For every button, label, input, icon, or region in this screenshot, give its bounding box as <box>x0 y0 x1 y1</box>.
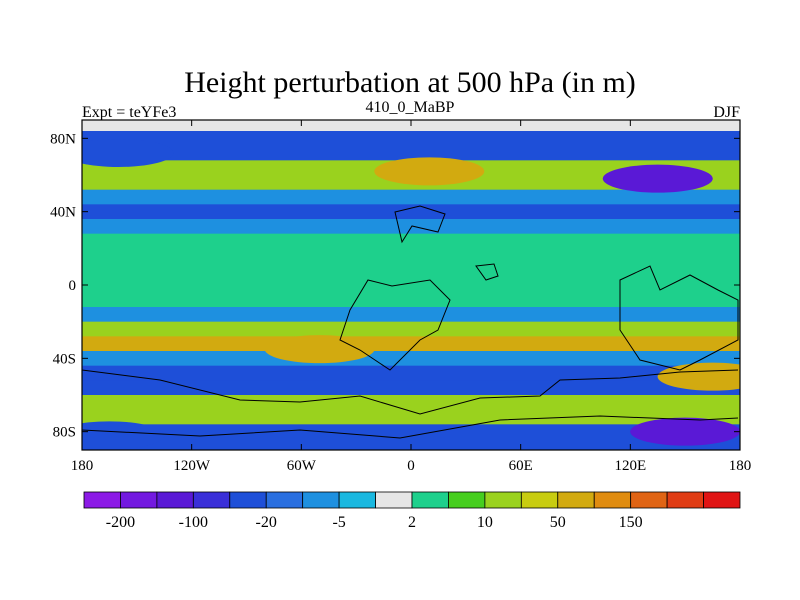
contour-band-18 <box>82 395 740 411</box>
colorbar-box-17 <box>703 491 741 509</box>
coastline-south <box>82 369 739 415</box>
colorbar-label-6: 50 <box>550 514 566 531</box>
contour-band-0 <box>82 131 740 147</box>
contour-band-17 <box>82 380 740 396</box>
contour-band-5 <box>82 204 740 220</box>
contour-band-7 <box>82 233 740 249</box>
colorbar-label-0: -200 <box>106 514 135 531</box>
colorbar-box-11 <box>484 491 522 509</box>
contour-band-11 <box>82 292 740 308</box>
contour-features <box>82 139 740 450</box>
polar-south-minimum <box>82 421 165 450</box>
colorbar-box-7 <box>338 491 376 509</box>
contour-band-14 <box>82 336 740 352</box>
colorbar: -200 -100 -20 -5 2 10 50 150 <box>83 491 741 531</box>
x-tick-label-6: 180 <box>729 458 752 474</box>
colorbar-box-16 <box>666 491 704 509</box>
coastline-africa <box>339 279 451 371</box>
contour-band-4 <box>82 189 740 205</box>
y-tick-label-0: 80N <box>50 131 76 147</box>
colorbar-box-0 <box>83 491 121 509</box>
coastline-antarctic <box>82 415 739 439</box>
x-tick-label-4: 60E <box>509 458 533 474</box>
colorbar-label-4: 2 <box>408 514 416 531</box>
center-string: 410_0_MaBP <box>366 99 455 116</box>
contour-plot <box>81 119 741 451</box>
colorbar-box-4 <box>229 491 267 509</box>
contour-band-9 <box>82 263 740 279</box>
x-tick-label-2: 60W <box>287 458 317 474</box>
left-string: Expt = teYFe3 <box>82 104 176 121</box>
colorbar-box-2 <box>156 491 194 509</box>
polar-south-east-minimum <box>630 417 740 446</box>
colorbar-box-3 <box>192 491 231 509</box>
y-tick-label-4: 80S <box>53 425 76 441</box>
axes: 180 120W 60W 0 60E 120E 180 80N 40N 0 40S 80S <box>50 120 751 474</box>
coastline-asia <box>619 265 739 371</box>
chart-title: Height perturbation at 500 hPa (in m) <box>184 66 636 99</box>
contour-band-15 <box>82 351 740 367</box>
y-tick-label-1: 40N <box>50 205 76 221</box>
y-tick-label-2: 0 <box>69 278 77 294</box>
contour-bands <box>82 131 740 450</box>
southern-pacific-maximum <box>657 362 740 391</box>
x-tick-label-1: 120W <box>173 458 211 474</box>
colorbar-box-5 <box>265 491 304 509</box>
southern-maximum <box>264 335 375 364</box>
x-tick-label-3: 0 <box>407 458 415 474</box>
colorbar-label-2: -20 <box>256 514 277 531</box>
right-string: DJF <box>713 104 740 121</box>
contour-band-1 <box>82 145 740 161</box>
colorbar-label-5: 10 <box>477 514 493 531</box>
contour-band-16 <box>82 365 740 381</box>
colorbar-box-12 <box>520 491 559 509</box>
colorbar-box-13 <box>557 491 595 509</box>
contour-band-10 <box>82 277 740 293</box>
x-tick-label-5: 120E <box>614 458 646 474</box>
contour-band-20 <box>82 424 740 440</box>
colorbar-label-7: 150 <box>619 514 643 531</box>
coastline-outlines <box>82 205 739 439</box>
contour-band-6 <box>82 219 740 235</box>
north-atlantic-minimum <box>602 164 713 193</box>
x-tick-label-0: 180 <box>71 458 94 474</box>
colorbar-box-9 <box>411 491 449 509</box>
colorbar-label-3: -5 <box>332 514 345 531</box>
colorbar-box-15 <box>630 491 668 509</box>
contour-band-8 <box>82 248 740 264</box>
contour-band-19 <box>82 409 740 425</box>
contour-band-12 <box>82 307 740 323</box>
contour-band-13 <box>82 321 740 337</box>
y-tick-label-3: 40S <box>53 351 76 367</box>
colorbar-label-1: -100 <box>179 514 208 531</box>
colorbar-box-8 <box>375 491 413 509</box>
colorbar-box-10 <box>448 491 486 509</box>
colorbar-box-6 <box>302 491 340 509</box>
coastline-north <box>394 205 446 244</box>
colorbar-box-1 <box>120 491 158 509</box>
europe-maximum <box>374 157 485 186</box>
subpolar-north-minimum <box>82 139 174 167</box>
colorbar-box-14 <box>593 491 632 509</box>
coastline-east <box>475 263 499 281</box>
